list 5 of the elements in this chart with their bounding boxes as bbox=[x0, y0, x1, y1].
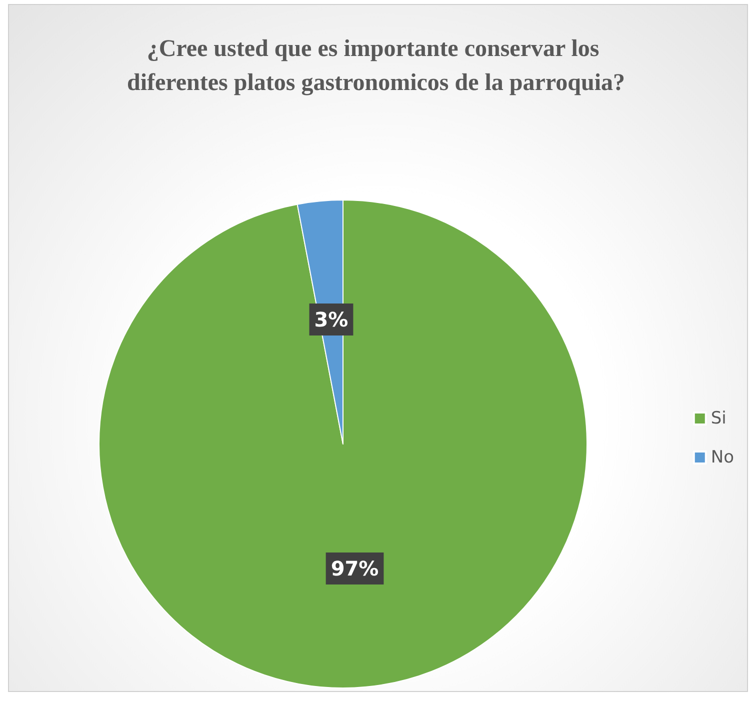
legend-label: Si bbox=[710, 408, 726, 428]
data-label: 97% bbox=[330, 556, 379, 580]
chart-title: ¿Cree usted que es importante conservar los diferentes platos gastronomicos de la parroquia? bbox=[126, 36, 626, 96]
data-label: 3% bbox=[314, 308, 348, 332]
legend-label: No bbox=[710, 448, 734, 468]
